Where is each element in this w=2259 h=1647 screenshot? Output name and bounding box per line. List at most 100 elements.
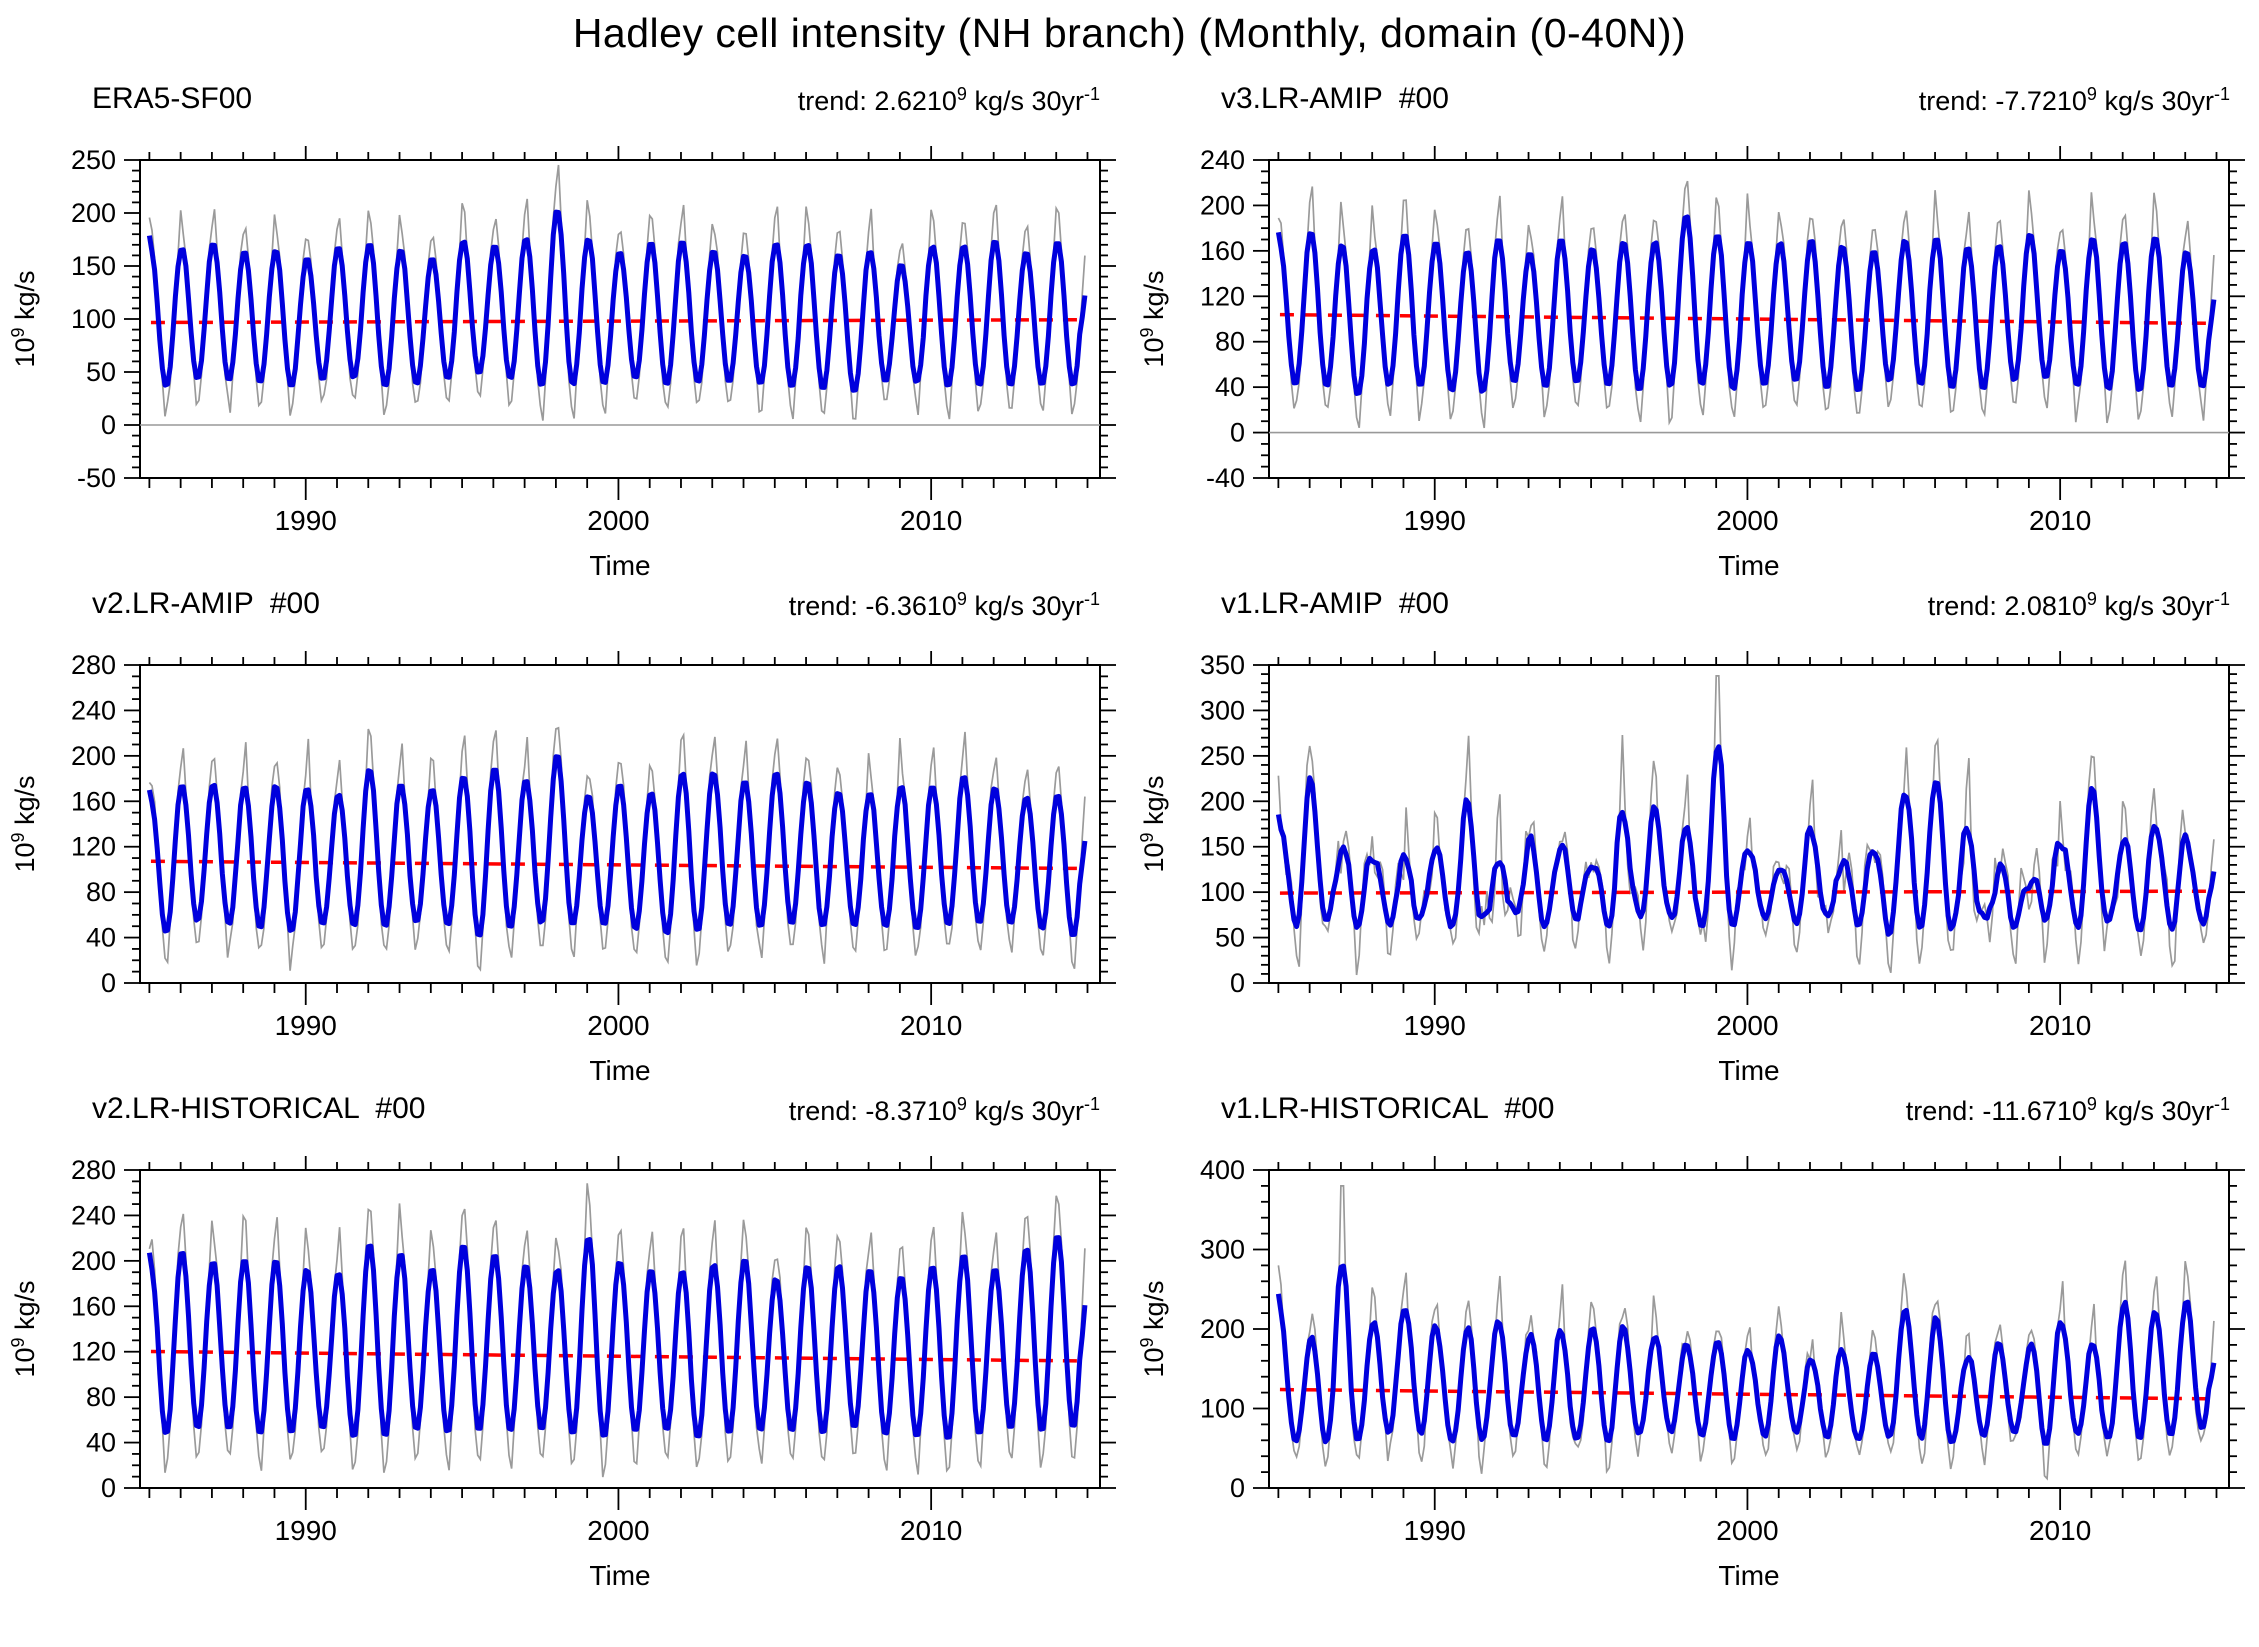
- trend-exp: 9: [2086, 589, 2097, 609]
- trend-label: trend: 2.62109 kg/s 30yr-1: [797, 84, 1100, 117]
- smoothed-series-line: [146, 209, 1088, 393]
- panel-v3-lr-amip: v3.LR-AMIP #00 trend: -7.72109 kg/s 30yr…: [1129, 76, 2259, 581]
- tick-marks: [124, 651, 1116, 1005]
- timeseries-plot: -40 0 40 80 120 160 200 240 1990 2000 2010 Time 109 …: [1137, 145, 2245, 578]
- trend-line: [1279, 889, 2214, 895]
- trend-unit-exp: -1: [2213, 589, 2230, 609]
- trend-unit-exp: -1: [1083, 84, 1100, 104]
- svg-text:0: 0: [1230, 418, 1245, 448]
- svg-text:0: 0: [101, 410, 116, 440]
- svg-text:200: 200: [1200, 190, 1245, 220]
- svg-text:200: 200: [71, 198, 116, 228]
- svg-text:160: 160: [71, 786, 116, 816]
- svg-text:1990: 1990: [275, 1010, 337, 1041]
- trend-exp: 9: [956, 589, 967, 609]
- svg-text:250: 250: [1200, 741, 1245, 771]
- trend-unit: kg/s 30yr: [966, 1096, 1084, 1126]
- svg-text:240: 240: [1200, 145, 1245, 175]
- trend-text: trend: 2.6210: [797, 86, 957, 116]
- tick-labels: 0 40 80 120 160 200 240 280 1990 2000 2010 Time 109 …: [8, 650, 962, 1083]
- svg-text:160: 160: [71, 1291, 116, 1321]
- x-axis-label: Time: [589, 1560, 650, 1588]
- svg-text:2000: 2000: [1716, 1515, 1778, 1546]
- svg-text:2010: 2010: [2029, 1515, 2091, 1546]
- trend-unit: kg/s 30yr: [966, 591, 1084, 621]
- smoothed-series-line: [1275, 744, 2217, 937]
- svg-text:200: 200: [71, 741, 116, 771]
- panel-header: v2.LR-AMIP #00 trend: -6.36109 kg/s 30yr…: [0, 581, 1129, 625]
- trend-text: trend: -11.6710: [1905, 1096, 2087, 1126]
- y-axis-label: 109 kg/s: [8, 775, 40, 872]
- svg-text:2000: 2000: [587, 1515, 649, 1546]
- tick-marks: [1253, 146, 2245, 500]
- svg-text:100: 100: [1200, 877, 1245, 907]
- trend-line: [1279, 312, 2215, 326]
- tick-labels: 0 50 100 150 200 250 300 350 1990 2000 2010 Time 109…: [1137, 650, 2091, 1083]
- x-axis-label: Time: [1718, 1560, 1779, 1588]
- svg-text:2010: 2010: [900, 1010, 962, 1041]
- svg-text:280: 280: [71, 650, 116, 680]
- timeseries-plot: -50 0 50 100 150 200 250 1990 2000 2010 Time 109 kg…: [8, 145, 1116, 578]
- svg-text:-40: -40: [1206, 463, 1245, 493]
- svg-text:40: 40: [1215, 372, 1245, 402]
- svg-text:240: 240: [71, 695, 116, 725]
- timeseries-plot: 0 50 100 150 200 250 300 350 1990 2000 2010 Time 109…: [1137, 650, 2245, 1083]
- panel-era5-sf00: ERA5-SF00 trend: 2.62109 kg/s 30yr-1 -50…: [0, 76, 1129, 581]
- axes: [1268, 664, 2230, 984]
- svg-text:200: 200: [1200, 786, 1245, 816]
- svg-text:1990: 1990: [1404, 1010, 1466, 1041]
- x-axis-label: Time: [589, 1055, 650, 1083]
- svg-text:-50: -50: [77, 463, 116, 493]
- trend-exp: 9: [2086, 84, 2097, 104]
- svg-text:200: 200: [1200, 1314, 1245, 1344]
- smoothed-series-line: [146, 754, 1088, 938]
- svg-text:280: 280: [71, 1155, 116, 1185]
- panel-v1-lr-amip: v1.LR-AMIP #00 trend: 2.08109 kg/s 30yr-…: [1129, 581, 2259, 1086]
- trend-text: trend: -8.3710: [788, 1096, 957, 1126]
- tick-marks: [124, 1156, 1116, 1510]
- panel-title: v1.LR-AMIP #00: [1221, 587, 1449, 620]
- y-axis-label: 109 kg/s: [1137, 270, 1169, 367]
- panel-v1-lr-historical: v1.LR-HISTORICAL #00 trend: -11.67109 kg…: [1129, 1086, 2259, 1591]
- tick-labels: 0 100 200 300 400 1990 2000 2010 Time 109 kg/s: [1137, 1155, 2091, 1588]
- trend-line: [1279, 1387, 2215, 1401]
- timeseries-plot: 0 40 80 120 160 200 240 280 1990 2000 2010 Time 109 …: [8, 650, 1116, 1083]
- x-axis-label: Time: [1718, 550, 1779, 578]
- panel-title: v2.LR-HISTORICAL #00: [92, 1092, 426, 1125]
- svg-text:2000: 2000: [1716, 505, 1778, 536]
- trend-label: trend: -6.36109 kg/s 30yr-1: [789, 589, 1100, 622]
- svg-text:150: 150: [1200, 832, 1245, 862]
- trend-label: trend: -7.72109 kg/s 30yr-1: [1919, 84, 2230, 117]
- smoothed-series-line: [1275, 214, 2217, 396]
- svg-text:250: 250: [71, 145, 116, 175]
- svg-text:50: 50: [86, 357, 116, 387]
- trend-unit: kg/s 30yr: [2096, 591, 2214, 621]
- y-axis-label: 109 kg/s: [1137, 1280, 1169, 1377]
- panel-header: ERA5-SF00 trend: 2.62109 kg/s 30yr-1: [0, 76, 1129, 120]
- svg-text:0: 0: [101, 1473, 116, 1503]
- trend-label: trend: -11.67109 kg/s 30yr-1: [1905, 1095, 2230, 1127]
- trend-unit: kg/s 30yr: [966, 86, 1084, 116]
- monthly-series-line: [148, 726, 1086, 972]
- svg-text:80: 80: [86, 1382, 116, 1412]
- svg-text:40: 40: [86, 923, 116, 953]
- svg-text:80: 80: [1215, 327, 1245, 357]
- svg-text:1990: 1990: [275, 1515, 337, 1546]
- y-axis-label: 109 kg/s: [8, 1280, 40, 1377]
- panel-title: v3.LR-AMIP #00: [1221, 82, 1449, 115]
- y-axis-label: 109 kg/s: [1137, 775, 1169, 872]
- svg-text:100: 100: [1200, 1394, 1245, 1424]
- panel-grid: ERA5-SF00 trend: 2.62109 kg/s 30yr-1 -50…: [0, 76, 2259, 1591]
- tick-marks: [1253, 651, 2245, 1005]
- svg-text:150: 150: [71, 251, 116, 281]
- trend-exp: 9: [956, 84, 967, 104]
- trend-line: [150, 317, 1085, 325]
- svg-text:1990: 1990: [275, 505, 337, 536]
- panel-v2-lr-amip: v2.LR-AMIP #00 trend: -6.36109 kg/s 30yr…: [0, 581, 1129, 1086]
- panel-title: v2.LR-AMIP #00: [92, 587, 320, 620]
- svg-text:120: 120: [71, 832, 116, 862]
- x-axis-label: Time: [1718, 1055, 1779, 1083]
- trend-line: [150, 859, 1086, 871]
- monthly-series-line: [1277, 1185, 2215, 1481]
- trend-label: trend: 2.08109 kg/s 30yr-1: [1928, 589, 2230, 622]
